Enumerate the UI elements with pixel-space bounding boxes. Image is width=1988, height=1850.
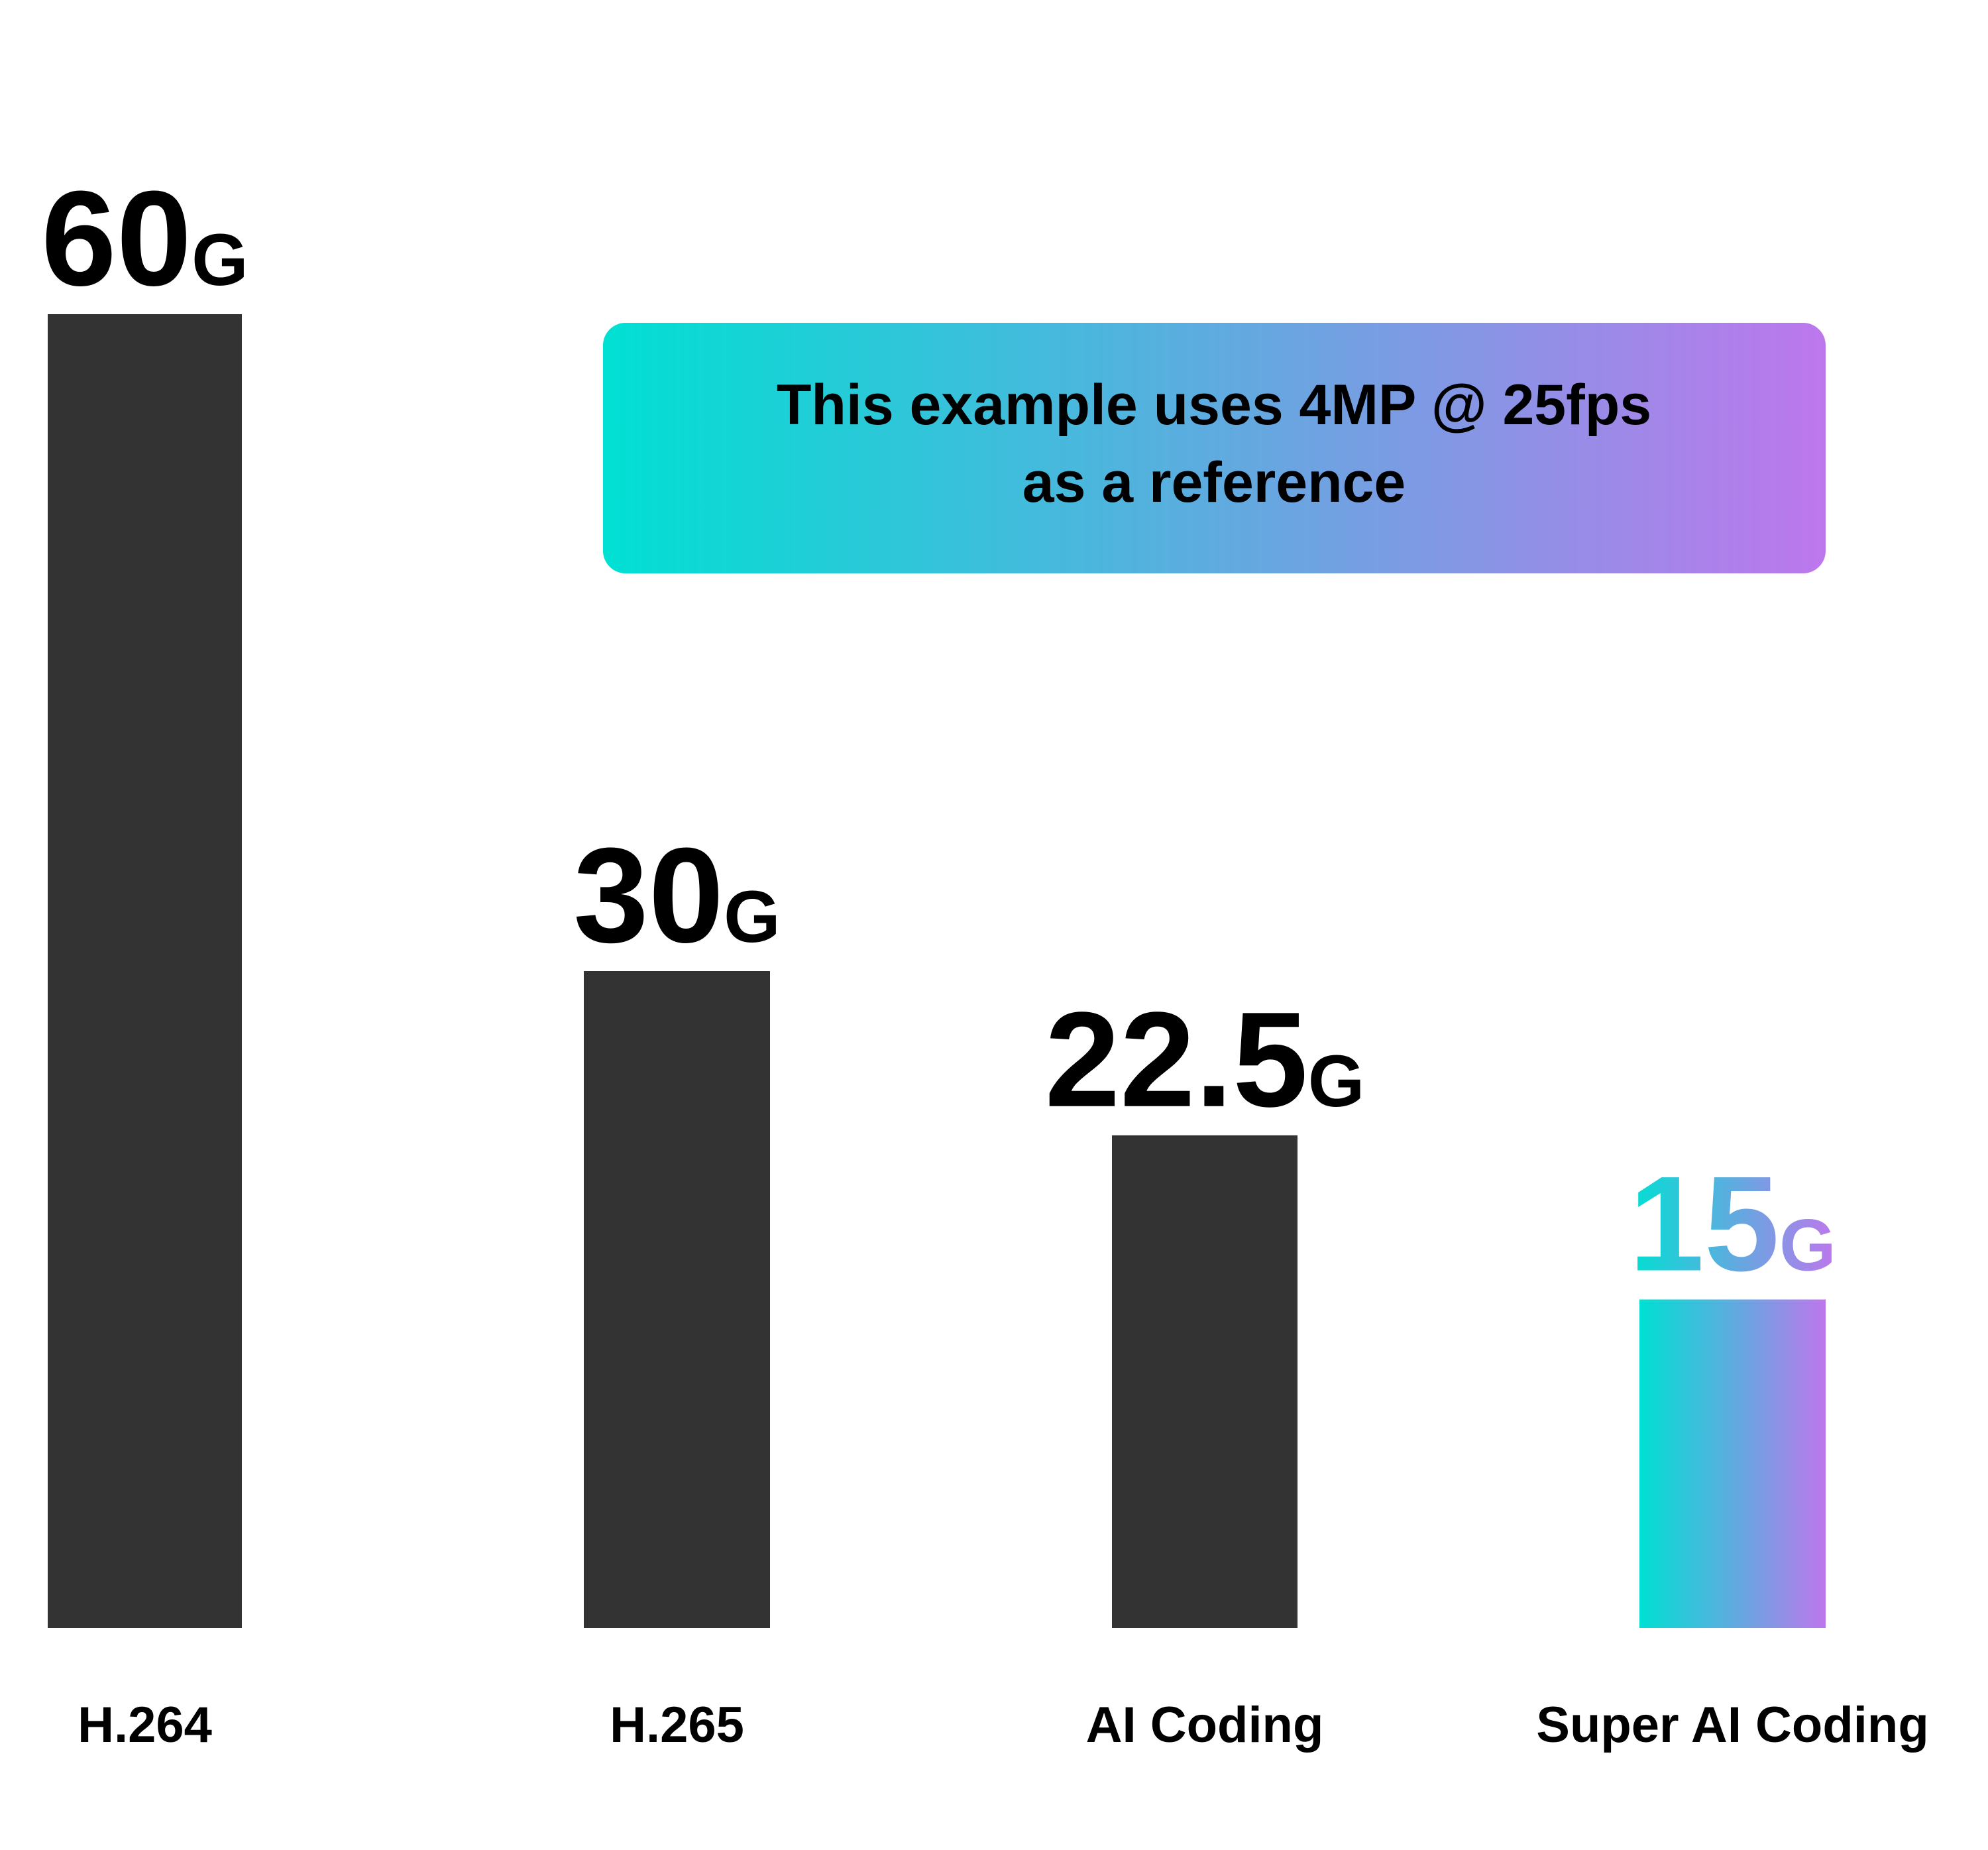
bar-h-264 bbox=[48, 314, 242, 1628]
value-label: 60G bbox=[41, 163, 248, 314]
value-number: 22.5 bbox=[1045, 984, 1308, 1135]
value-number: 60 bbox=[41, 163, 192, 314]
value-number: 15 bbox=[1629, 1149, 1779, 1300]
category-label: AI Coding bbox=[1086, 1697, 1324, 1753]
category-label: Super AI Coding bbox=[1536, 1697, 1929, 1753]
value-label: 15G bbox=[1629, 1149, 1836, 1300]
bar-h-265 bbox=[584, 971, 770, 1628]
value-label: 22.5G bbox=[1045, 984, 1365, 1135]
value-label: 30G bbox=[573, 820, 780, 971]
annotation-background bbox=[603, 323, 1826, 573]
value-unit: G bbox=[1308, 1041, 1365, 1122]
annotation-line-2: as a reference bbox=[1022, 451, 1406, 514]
value-unit: G bbox=[1779, 1205, 1836, 1287]
bars bbox=[48, 314, 1826, 1628]
value-number: 30 bbox=[573, 820, 724, 971]
value-unit: G bbox=[724, 876, 781, 958]
value-unit: G bbox=[192, 219, 248, 301]
bar-super-ai-coding bbox=[1639, 1299, 1826, 1628]
category-label: H.265 bbox=[610, 1697, 744, 1753]
annotation-box: This example uses 4MP @ 25fps as a refer… bbox=[603, 323, 1826, 573]
category-label: H.264 bbox=[78, 1697, 212, 1753]
annotation-line-1: This example uses 4MP @ 25fps bbox=[777, 373, 1651, 437]
bar-ai-coding bbox=[1112, 1135, 1298, 1628]
category-labels: H.264 H.265 AI Coding Super AI Coding bbox=[78, 1697, 1929, 1753]
